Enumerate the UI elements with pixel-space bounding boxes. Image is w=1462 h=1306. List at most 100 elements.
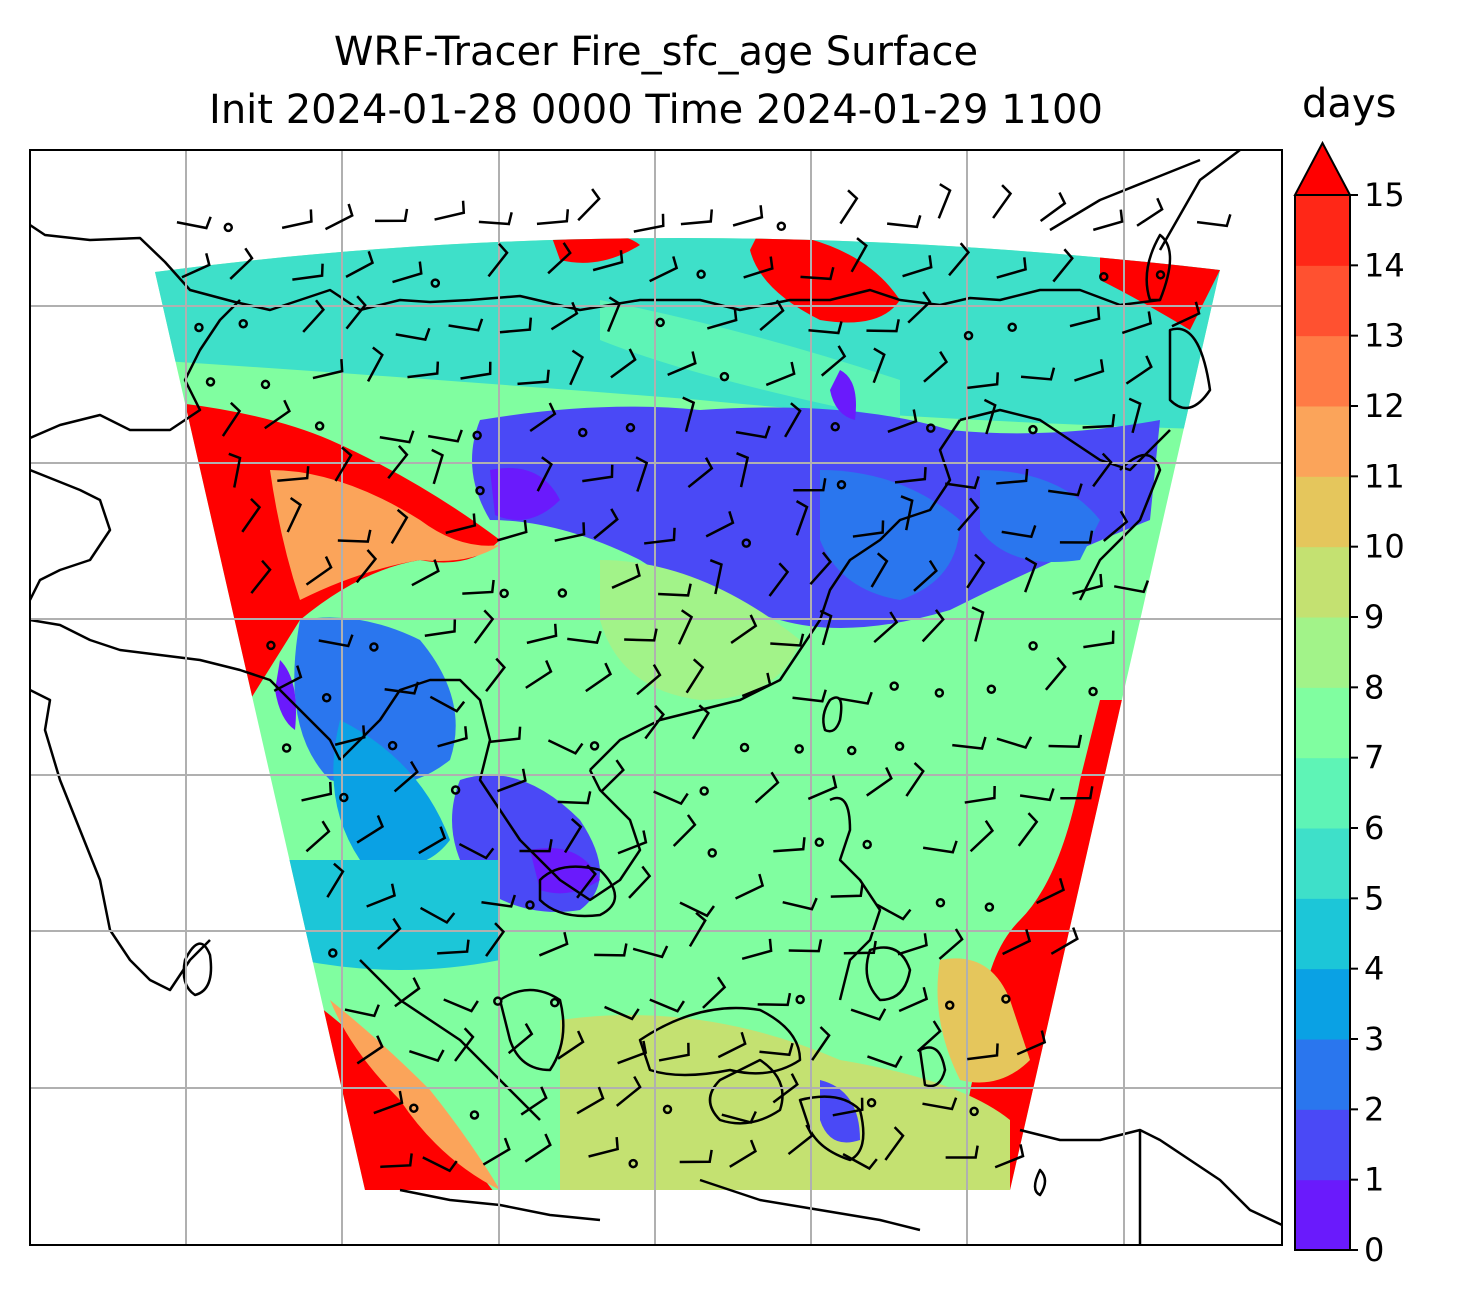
wind-barb — [636, 663, 662, 696]
wind-barb — [334, 446, 353, 482]
wind-barb — [529, 402, 557, 433]
wind-barb — [905, 762, 925, 797]
colorbar-tick-label: 11 — [1364, 457, 1405, 495]
wind-barb — [967, 1043, 999, 1061]
colorbar-segment — [1295, 264, 1350, 337]
wind-barb — [547, 739, 584, 755]
wind-barb — [635, 456, 649, 492]
calm-wind-marker — [475, 485, 485, 496]
wind-barb — [443, 998, 479, 1013]
wind-barb — [894, 467, 927, 484]
calm-wind-marker — [328, 948, 338, 958]
wind-barb — [793, 478, 827, 492]
colorbar-tick-label: 6 — [1364, 809, 1384, 847]
calm-wind-marker — [472, 430, 482, 441]
wind-barb — [373, 1090, 404, 1115]
wind-barb — [1050, 927, 1079, 955]
wind-barb — [229, 247, 254, 280]
wind-barb — [996, 468, 1029, 485]
wind-barb — [653, 790, 689, 806]
wind-barb — [536, 456, 553, 492]
calm-wind-marker — [205, 377, 216, 387]
calm-wind-marker — [430, 278, 441, 288]
colorbar-outline — [1294, 195, 1351, 1251]
calm-wind-marker — [926, 423, 936, 433]
wind-barb — [366, 346, 384, 382]
colorbar-tick-label: 8 — [1364, 668, 1384, 706]
colorbar-segment — [1295, 475, 1350, 548]
colorbar-tick-label: 14 — [1364, 246, 1405, 284]
wind-barb — [658, 1042, 690, 1062]
wind-barb — [994, 1144, 1025, 1169]
wind-barb — [1072, 573, 1103, 595]
wind-barb — [721, 1111, 757, 1124]
wind-barb — [473, 609, 495, 644]
wind-barb — [592, 250, 624, 272]
wind-barb — [617, 830, 648, 855]
wind-barb — [418, 826, 447, 855]
calm-wind-marker — [260, 379, 271, 390]
calm-wind-marker — [986, 684, 997, 694]
wind-barb — [682, 396, 696, 432]
wind-barb — [736, 452, 750, 488]
wind-barb — [945, 1145, 979, 1159]
wind-barb — [735, 873, 765, 900]
wind-barb — [617, 1040, 648, 1065]
wind-barb — [384, 681, 420, 695]
wind-barb — [547, 242, 572, 275]
colorbar-units-label: days — [1302, 81, 1397, 127]
wind-barb — [792, 689, 827, 703]
wind-barb — [554, 522, 586, 542]
colorbar-tick-label: 13 — [1364, 317, 1405, 355]
colorbar-tick-label: 7 — [1364, 739, 1384, 777]
wind-barb — [735, 425, 771, 439]
wind-barb — [525, 659, 553, 689]
wind-barb — [277, 466, 310, 483]
wind-barb — [1128, 397, 1142, 434]
wind-barb — [644, 527, 676, 545]
wind-barb — [610, 348, 637, 379]
wind-barb — [424, 619, 457, 637]
calm-wind-marker — [409, 1103, 419, 1113]
calm-wind-marker — [662, 1104, 673, 1115]
wind-barb — [842, 1153, 878, 1171]
wind-barb — [379, 430, 415, 444]
calm-wind-marker — [866, 1098, 877, 1108]
wind-barb — [1074, 359, 1105, 382]
wind-barb — [1048, 483, 1083, 497]
wind-barb — [782, 897, 818, 911]
wind-barb — [585, 662, 613, 693]
wind-barb — [176, 216, 212, 230]
calm-wind-marker — [655, 317, 665, 328]
wind-barb — [489, 726, 522, 744]
wind-barb — [1060, 786, 1094, 800]
wind-barb — [709, 559, 723, 595]
wind-barb — [839, 189, 859, 225]
map-title-line2: Init 2024-01-28 0000 Time 2024-01-29 110… — [209, 87, 1103, 133]
calm-wind-marker — [934, 688, 945, 698]
wind-barb — [550, 301, 579, 331]
calm-wind-marker — [862, 839, 872, 850]
wind-barb — [672, 814, 697, 847]
colorbar-segment — [1295, 897, 1350, 970]
wind-barb — [448, 318, 484, 332]
wind-barb — [563, 818, 583, 854]
colorbar-tick-label: 15 — [1364, 176, 1405, 214]
colorbar-segment — [1295, 1108, 1350, 1181]
wind-barb — [902, 255, 933, 278]
calm-wind-marker — [387, 740, 398, 751]
calm-wind-marker — [499, 588, 509, 599]
wind-barb — [967, 372, 999, 390]
wind-barb — [809, 551, 833, 586]
colorbar-segment — [1295, 686, 1350, 759]
wind-barb — [496, 768, 527, 793]
calm-wind-marker — [894, 741, 905, 752]
wind-barb — [437, 726, 468, 748]
wind-barb — [221, 401, 242, 437]
wind-barb — [1044, 656, 1067, 691]
colorbar-extend-arrow — [1293, 140, 1352, 196]
colorbar-segment — [1295, 546, 1350, 618]
wind-barb — [938, 928, 964, 960]
calm-wind-marker — [314, 421, 325, 431]
